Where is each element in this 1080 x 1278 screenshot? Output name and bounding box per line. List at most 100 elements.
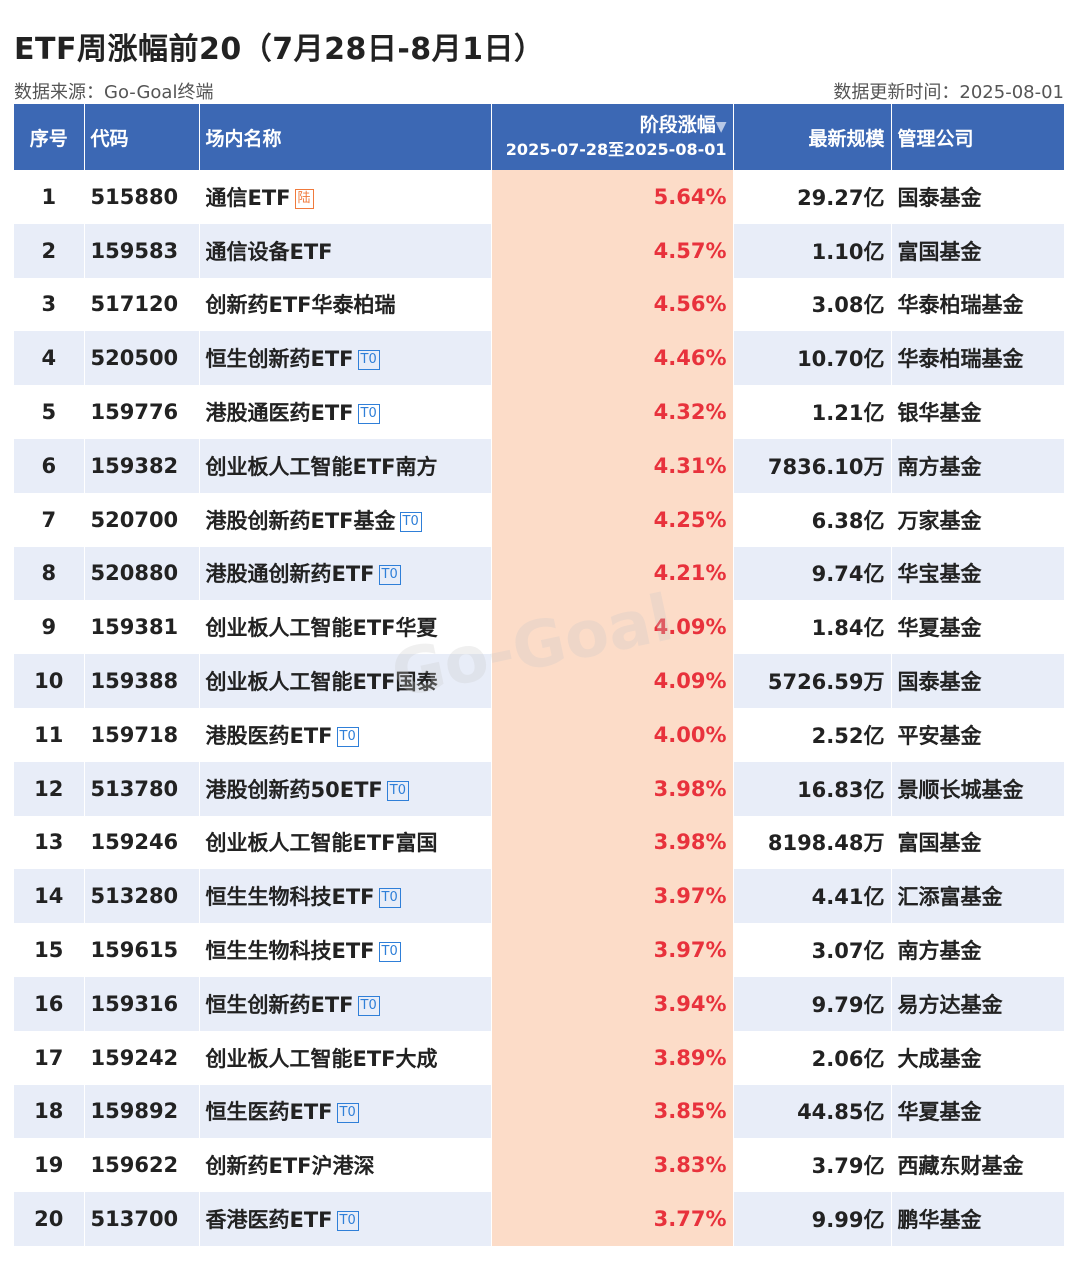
row-company: 国泰基金: [891, 654, 1064, 708]
row-code: 513280: [84, 869, 200, 924]
row-change: 3.83%: [491, 1138, 734, 1193]
row-name-cell: 恒生生物科技ETF T0: [199, 923, 492, 977]
table-row: 9 159381 创业板人工智能ETF华夏 4.09% 1.84亿 华夏基金: [14, 600, 1064, 655]
row-scale: 3.07亿: [733, 923, 892, 977]
row-seq: 6: [14, 438, 85, 493]
row-code: 159615: [84, 923, 200, 977]
row-company: 平安基金: [891, 707, 1064, 762]
row-company: 大成基金: [891, 1030, 1064, 1085]
row-code: 159776: [84, 385, 200, 439]
row-company: 华夏基金: [891, 600, 1064, 655]
row-change: 4.09%: [491, 654, 734, 708]
table-row: 8 520880 港股通创新药ETF T0 4.21% 9.74亿 华宝基金: [14, 546, 1064, 601]
table-row: 17 159242 创业板人工智能ETF大成 3.89% 2.06亿 大成基金: [14, 1030, 1064, 1085]
row-company: 华夏基金: [891, 1084, 1064, 1139]
row-name: 创新药ETF华泰柏瑞: [205, 293, 396, 318]
row-scale: 44.85亿: [733, 1084, 892, 1139]
row-name-cell: 创业板人工智能ETF富国: [199, 815, 492, 870]
table-row: 19 159622 创新药ETF沪港深 3.83% 3.79亿 西藏东财基金: [14, 1138, 1064, 1193]
table-row: 10 159388 创业板人工智能ETF国泰 4.09% 5726.59万 国泰基金: [14, 654, 1064, 708]
row-change: 4.21%: [491, 546, 734, 601]
table-header-row: 序号 代码 场内名称 阶段涨幅▼ 2025-07-28至2025-08-01 最…: [14, 104, 1064, 170]
row-change: 3.94%: [491, 976, 734, 1031]
row-code: 513700: [84, 1192, 200, 1246]
row-seq: 16: [14, 976, 85, 1031]
t0-badge: T0: [357, 995, 380, 1016]
header-code: 代码: [84, 104, 200, 170]
row-scale: 5726.59万: [733, 654, 892, 708]
row-change: 3.85%: [491, 1084, 734, 1139]
row-name-cell: 创业板人工智能ETF华夏: [199, 600, 492, 655]
row-company: 富国基金: [891, 815, 1064, 870]
row-seq: 5: [14, 385, 85, 439]
row-name-cell: 恒生生物科技ETF T0: [199, 869, 492, 924]
row-code: 159892: [84, 1084, 200, 1139]
table-row: 18 159892 恒生医药ETF T0 3.85% 44.85亿 华夏基金: [14, 1084, 1064, 1139]
row-scale: 9.79亿: [733, 976, 892, 1031]
row-company: 南方基金: [891, 438, 1064, 493]
row-scale: 8198.48万: [733, 815, 892, 870]
t0-badge: T0: [378, 565, 401, 586]
header-change[interactable]: 阶段涨幅▼ 2025-07-28至2025-08-01: [491, 104, 734, 170]
row-scale: 1.10亿: [733, 223, 892, 278]
etf-ranking-table: 序号 代码 场内名称 阶段涨幅▼ 2025-07-28至2025-08-01 最…: [14, 104, 1064, 1246]
row-seq: 9: [14, 600, 85, 655]
row-company: 华泰柏瑞基金: [891, 277, 1064, 332]
row-seq: 8: [14, 546, 85, 601]
table-row: 11 159718 港股医药ETF T0 4.00% 2.52亿 平安基金: [14, 707, 1064, 762]
row-name: 通信设备ETF: [205, 239, 333, 264]
row-code: 159382: [84, 438, 200, 493]
row-company: 西藏东财基金: [891, 1138, 1064, 1193]
row-change: 4.09%: [491, 600, 734, 655]
table-row: 3 517120 创新药ETF华泰柏瑞 4.56% 3.08亿 华泰柏瑞基金: [14, 277, 1064, 332]
t0-badge: T0: [357, 350, 380, 371]
data-source: 数据来源：Go-Goal终端: [14, 82, 214, 103]
row-name: 创业板人工智能ETF南方: [205, 454, 438, 479]
row-change: 3.77%: [491, 1192, 734, 1246]
row-change: 3.98%: [491, 815, 734, 870]
row-change: 4.25%: [491, 492, 734, 547]
row-name-cell: 创业板人工智能ETF南方: [199, 438, 492, 493]
row-code: 159583: [84, 223, 200, 278]
row-seq: 14: [14, 869, 85, 924]
row-code: 517120: [84, 277, 200, 332]
row-code: 159622: [84, 1138, 200, 1193]
table-row: 6 159382 创业板人工智能ETF南方 4.31% 7836.10万 南方基金: [14, 438, 1064, 493]
row-name-cell: 创新药ETF华泰柏瑞: [199, 277, 492, 332]
row-name: 创业板人工智能ETF富国: [205, 831, 438, 856]
row-seq: 20: [14, 1192, 85, 1246]
t0-badge: T0: [336, 1211, 359, 1232]
row-code: 513780: [84, 761, 200, 816]
sort-down-icon[interactable]: ▼: [715, 119, 727, 135]
row-change: 3.98%: [491, 761, 734, 816]
row-scale: 1.84亿: [733, 600, 892, 655]
row-seq: 7: [14, 492, 85, 547]
row-scale: 2.06亿: [733, 1030, 892, 1085]
row-seq: 15: [14, 923, 85, 977]
row-company: 易方达基金: [891, 976, 1064, 1031]
row-code: 159388: [84, 654, 200, 708]
row-change: 5.64%: [491, 170, 734, 224]
row-scale: 16.83亿: [733, 761, 892, 816]
t0-badge: T0: [378, 942, 401, 963]
row-company: 鹏华基金: [891, 1192, 1064, 1246]
row-company: 万家基金: [891, 492, 1064, 547]
row-change: 4.00%: [491, 707, 734, 762]
row-code: 520500: [84, 331, 200, 386]
table-row: 12 513780 港股创新药50ETF T0 3.98% 16.83亿 景顺长城基金: [14, 761, 1064, 816]
row-scale: 9.74亿: [733, 546, 892, 601]
row-name-cell: 恒生创新药ETF T0: [199, 331, 492, 386]
row-name: 港股通创新药ETF: [205, 562, 375, 587]
row-company: 富国基金: [891, 223, 1064, 278]
row-scale: 6.38亿: [733, 492, 892, 547]
row-seq: 1: [14, 170, 85, 224]
row-scale: 3.79亿: [733, 1138, 892, 1193]
row-name: 创业板人工智能ETF华夏: [205, 616, 438, 641]
row-scale: 10.70亿: [733, 331, 892, 386]
row-name: 港股医药ETF: [205, 723, 333, 748]
row-name: 创新药ETF沪港深: [205, 1154, 375, 1179]
row-name-cell: 创业板人工智能ETF国泰: [199, 654, 492, 708]
row-change: 3.89%: [491, 1030, 734, 1085]
t0-badge: T0: [336, 726, 359, 747]
header-scale: 最新规模: [733, 104, 892, 170]
